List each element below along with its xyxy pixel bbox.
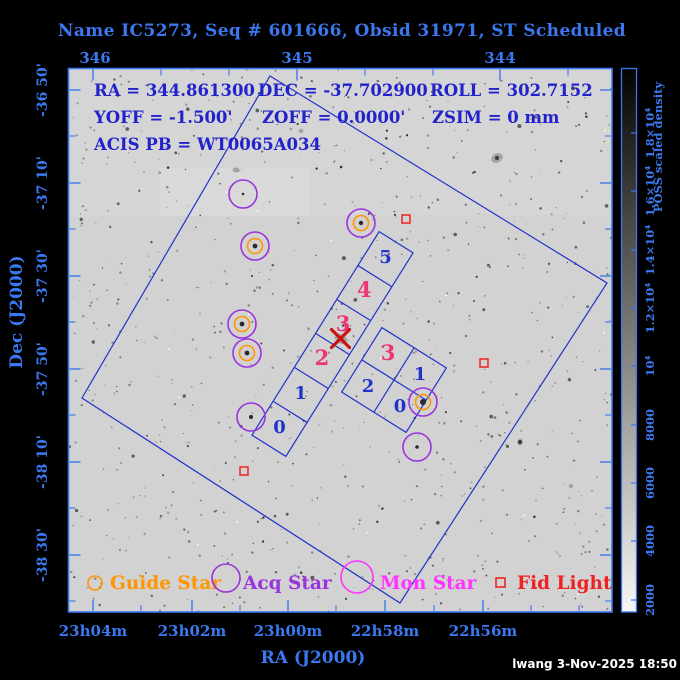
acq-star-circle	[402, 432, 432, 462]
legend-guide-icon	[87, 575, 103, 591]
colorbar-ticks	[631, 132, 637, 601]
colorbar-tick-label: 1.6×10⁴	[643, 166, 657, 217]
ra-axis-title: RA (J2000)	[261, 648, 366, 668]
zsim-value: ZSIM = 0 mm	[432, 108, 560, 127]
acis-s-chip-label: 0	[273, 417, 286, 438]
left-axis-label: -37 10'	[35, 156, 51, 210]
plot-title: Name IC5273, Seq # 601666, Obsid 31971, …	[58, 21, 626, 41]
left-axis-label: -36 50'	[35, 63, 51, 117]
top-axis-label: 346	[79, 49, 110, 67]
legend-fid-label: Fid Light	[517, 573, 612, 594]
fid-light-square	[479, 358, 489, 368]
plate-seam-band	[69, 69, 612, 215]
acis-s-chip-label: 5	[379, 247, 392, 268]
zoff-value: ZOFF = 0.0000'	[262, 108, 405, 127]
fov-outline	[81, 75, 608, 604]
bottom-axis-label: 23h00m	[254, 622, 323, 640]
fid-light-square	[239, 466, 249, 476]
axis-ticks	[69, 69, 611, 611]
left-axis-labels: -36 50' -37 10' -37 30' -37 50' -38 10' -38 3…	[35, 63, 51, 582]
bottom-axis-label: 23h02m	[158, 622, 227, 640]
ra-value: RA = 344.861300	[94, 81, 255, 100]
legend-fid-icon	[495, 577, 506, 588]
acis-i-chip-label: 3	[381, 340, 396, 365]
legend-acq-label: Acq Star	[242, 573, 332, 594]
acis-i-chip-label: 0	[394, 396, 407, 417]
acis-pb-value: ACIS PB = WT0065A034	[93, 135, 321, 154]
colorbar-tick-label: 1.4×10⁴	[643, 225, 657, 276]
roll-value: ROLL = 302.7152	[430, 81, 593, 100]
acq-star-markers	[228, 179, 432, 462]
colorbar-tick-label: 4000	[643, 525, 657, 557]
acis-s-chip-label: 2	[315, 345, 330, 370]
colorbar: 1.8×10⁴ 1.6×10⁴ 1.4×10⁴ 1.2×10⁴ 10⁴ 8000 6000 4…	[620, 67, 665, 616]
acq-star-circle	[228, 179, 258, 209]
guide-star-circle	[233, 315, 251, 333]
colorbar-tick-label: 8000	[643, 409, 657, 441]
guide-star-circle	[352, 214, 370, 232]
legend: Guide Star Acq Star Mon Star Fid Light	[87, 560, 612, 594]
acis-s-outline	[251, 230, 414, 458]
pointing-info: RA = 344.861300 DEC = -37.702900 ROLL = …	[93, 81, 593, 154]
legend-mon-icon	[340, 560, 374, 594]
legend-guide-label: Guide Star	[110, 573, 221, 594]
timestamp: lwang 3-Nov-2025 18:50	[512, 657, 677, 671]
acq-star-circle	[346, 208, 376, 238]
colorbar-tick-label: 1.2×10⁴	[643, 283, 657, 334]
acis-s-chip-label: 3	[336, 311, 351, 336]
legend-mon-label: Mon Star	[380, 573, 477, 594]
acq-star-circle	[408, 387, 438, 417]
legend-acq-icon	[211, 563, 241, 593]
acis-i-chip-label: 2	[362, 376, 375, 397]
top-axis-label: 344	[484, 49, 515, 67]
left-axis-label: -38 10'	[35, 435, 51, 489]
acis-i-outline	[340, 326, 448, 434]
top-axis-label: 345	[281, 49, 312, 67]
bottom-axis-label: 22h56m	[449, 622, 518, 640]
fid-light-markers	[239, 214, 489, 476]
guide-star-markers	[227, 208, 438, 417]
left-axis-label: -37 30'	[35, 249, 51, 303]
acis-i-chip-label: 1	[414, 364, 427, 385]
guide-star-circle	[238, 344, 256, 362]
bottom-axis-label: 22h58m	[351, 622, 420, 640]
yoff-value: YOFF = -1.500'	[93, 108, 232, 127]
acq-star-circle	[240, 231, 270, 261]
left-axis-label: -38 30'	[35, 528, 51, 582]
plot-frame	[67, 67, 613, 613]
colorbar-tick-label: 6000	[643, 467, 657, 499]
plate-seam-patch	[160, 168, 310, 216]
sky-noise	[68, 68, 613, 613]
colorbar-tick-label: 1.8×10⁴	[643, 108, 657, 159]
field-stars	[239, 192, 426, 449]
left-axis-label: -37 50'	[35, 342, 51, 396]
guide-star-circle	[246, 237, 264, 255]
acis-i-array	[340, 326, 448, 434]
guide-star-circle	[414, 393, 432, 411]
dec-axis-title: Dec (J2000)	[7, 255, 27, 368]
acq-star-circle	[236, 402, 266, 432]
bottom-axis-labels: 23h04m 23h02m 23h00m 22h58m 22h56m	[59, 622, 518, 640]
acis-s-array	[251, 230, 414, 458]
dec-value: DEC = -37.702900	[258, 81, 428, 100]
top-axis-labels: 346 345 344	[79, 49, 515, 67]
colorbar-tick-label: 10⁴	[643, 355, 657, 376]
acis-s-chip-label: 1	[294, 383, 307, 404]
colorbar-tick-label: 2000	[643, 584, 657, 616]
bottom-axis-label: 23h04m	[59, 622, 128, 640]
acis-s-chip-label: 4	[357, 277, 372, 302]
acq-star-circle	[227, 309, 257, 339]
colorbar-title: POSS scaled density	[651, 82, 665, 213]
colorbar-tick-labels: 1.8×10⁴ 1.6×10⁴ 1.4×10⁴ 1.2×10⁴ 10⁴ 8000 6000 4…	[643, 108, 657, 616]
aimpoint-marker	[329, 327, 352, 350]
acq-star-circle	[232, 338, 262, 368]
fid-light-square	[401, 214, 411, 224]
colorbar-gradient	[620, 67, 638, 613]
